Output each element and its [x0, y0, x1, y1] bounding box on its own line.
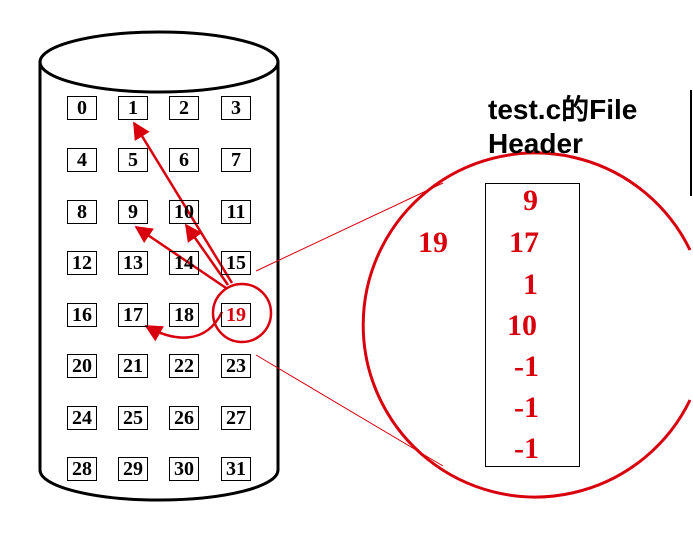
disk-block-20: 20 [67, 354, 97, 378]
disk-block-13: 13 [118, 251, 148, 275]
disk-block-30: 30 [169, 457, 199, 481]
disk-block-22: 22 [169, 354, 199, 378]
file-header-entry: 10 [507, 309, 537, 342]
disk-block-6: 6 [169, 148, 199, 172]
zoom-line-top [255, 182, 444, 272]
file-header-entry: -1 [514, 391, 539, 424]
zoom-callout [211, 151, 692, 499]
disk-block-29: 29 [118, 457, 148, 481]
disk-block-31: 31 [221, 457, 251, 481]
disk-block-27: 27 [221, 406, 251, 430]
file-header-column [485, 183, 580, 467]
disk-block-7: 7 [221, 148, 251, 172]
disk-block-15: 15 [221, 251, 251, 275]
arrow-to-9 [134, 225, 227, 290]
disk-block-21: 21 [118, 354, 148, 378]
arrow-to-1 [132, 121, 234, 284]
disk-block-28: 28 [67, 457, 97, 481]
file-header-entry: 17 [509, 226, 539, 259]
file-header-block-label: 19 [418, 226, 448, 259]
disk-block-1: 1 [118, 96, 148, 120]
disk-block-0: 0 [67, 96, 97, 120]
disk-block-10: 10 [169, 200, 199, 224]
vertical-bar [690, 90, 692, 196]
file-header-entry: -1 [514, 432, 539, 465]
small-highlight-circle [211, 282, 273, 344]
file-header-title-line2: Header [488, 128, 583, 159]
cylinder-top [38, 30, 280, 94]
file-header-entry: 1 [523, 268, 538, 301]
cylinder-body [38, 62, 280, 502]
pointer-arrows [132, 121, 234, 342]
disk-block-4: 4 [67, 148, 97, 172]
arrow-to-17 [144, 311, 224, 342]
zoom-line-bottom [255, 354, 444, 467]
disk-block-3: 3 [221, 96, 251, 120]
disk-block-25: 25 [118, 406, 148, 430]
disk-cylinder [38, 30, 280, 502]
file-header-entry: -1 [514, 350, 539, 383]
file-header-title-line1: test.c的File [488, 94, 638, 125]
large-zoom-circle [361, 151, 692, 499]
disk-block-11: 11 [221, 200, 251, 224]
disk-block-19: 19 [221, 303, 251, 327]
disk-block-26: 26 [169, 406, 199, 430]
disk-block-18: 18 [169, 303, 199, 327]
disk-block-2: 2 [169, 96, 199, 120]
disk-block-23: 23 [221, 354, 251, 378]
disk-block-16: 16 [67, 303, 97, 327]
arrow-to-10 [184, 223, 230, 286]
disk-block-24: 24 [67, 406, 97, 430]
disk-block-12: 12 [67, 251, 97, 275]
disk-block-9: 9 [118, 200, 148, 224]
disk-block-8: 8 [67, 200, 97, 224]
disk-block-14: 14 [169, 251, 199, 275]
file-header-entry: 9 [523, 184, 538, 217]
disk-block-5: 5 [118, 148, 148, 172]
disk-block-17: 17 [118, 303, 148, 327]
